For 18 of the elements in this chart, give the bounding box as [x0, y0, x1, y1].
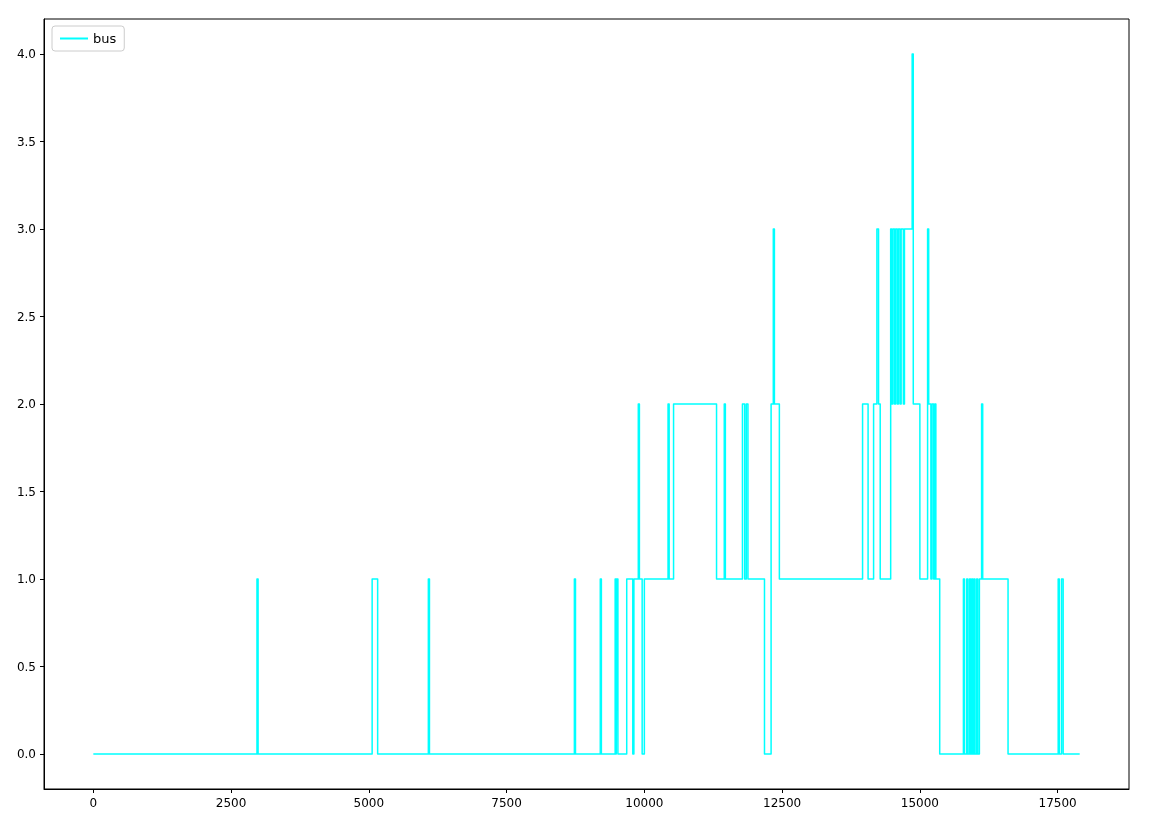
y-tick-label: 4.0 — [16, 47, 36, 61]
y-tick-label: 3.0 — [16, 222, 36, 236]
x-tick-label: 7500 — [491, 796, 522, 810]
y-tick-label: 3.5 — [16, 134, 36, 149]
x-tick-label: 0 — [89, 796, 98, 810]
x-tick-label: 10000 — [625, 796, 664, 810]
y-tick-label: 1.0 — [16, 572, 36, 586]
x-tick-label: 17500 — [1038, 796, 1077, 810]
x-tick-label: 5000 — [353, 796, 385, 810]
y-tick-label: 2.5 — [16, 309, 36, 324]
y-tick-label: 0.0 — [16, 747, 36, 761]
y-tick-label: 0.5 — [16, 659, 36, 674]
x-tick-label: 2500 — [215, 796, 247, 810]
y-tick-label: 1.5 — [16, 484, 36, 499]
legend-label: bus — [93, 31, 117, 46]
y-tick-label: 2.0 — [16, 397, 36, 411]
x-tick-label: 15000 — [900, 796, 939, 810]
x-tick-label: 12500 — [763, 796, 802, 810]
